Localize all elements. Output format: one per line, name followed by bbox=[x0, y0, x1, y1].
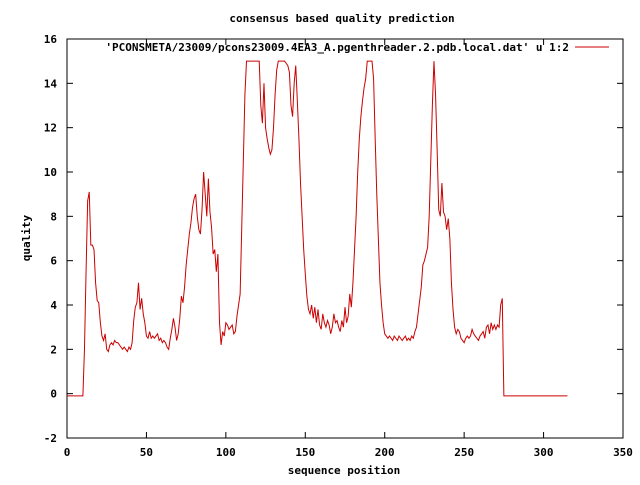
y-tick-label: -2 bbox=[44, 432, 57, 445]
x-tick-label: 150 bbox=[295, 446, 315, 459]
y-tick-label: 10 bbox=[44, 166, 57, 179]
x-tick-label: 350 bbox=[613, 446, 633, 459]
y-tick-label: 16 bbox=[44, 33, 58, 46]
y-tick-label: 8 bbox=[50, 210, 57, 223]
axis-ticks: 0 50 100 150 200 250 300 350 -2 0 2 4 6 8 10 12 14 16 bbox=[44, 33, 633, 459]
plot-frame bbox=[66, 38, 624, 439]
series-line-0 bbox=[67, 60, 568, 397]
y-tick-label: 4 bbox=[50, 299, 57, 312]
y-tick-label: 0 bbox=[50, 388, 57, 401]
x-tick-label: 250 bbox=[454, 446, 474, 459]
series-layer bbox=[67, 60, 568, 397]
x-tick-label: 100 bbox=[216, 446, 236, 459]
y-tick-label: 14 bbox=[44, 77, 58, 90]
y-axis-label: quality bbox=[20, 214, 33, 261]
y-tick-label: 2 bbox=[50, 343, 57, 356]
x-tick-label: 300 bbox=[534, 446, 554, 459]
y-tick-label: 12 bbox=[44, 122, 57, 135]
y-tick-label: 6 bbox=[50, 255, 57, 268]
legend-label: 'PCONSMETA/23009/pcons23009.4EA3_A.pgent… bbox=[105, 41, 569, 54]
chart-title: consensus based quality prediction bbox=[229, 12, 454, 25]
legend: 'PCONSMETA/23009/pcons23009.4EA3_A.pgent… bbox=[105, 41, 609, 54]
x-tick-label: 200 bbox=[375, 446, 395, 459]
x-tick-label: 50 bbox=[140, 446, 153, 459]
plot-area: 0 50 100 150 200 250 300 350 -2 0 2 4 6 8 10 12 14 16 bbox=[44, 33, 633, 459]
x-tick-label: 0 bbox=[64, 446, 71, 459]
x-axis-label: sequence position bbox=[288, 464, 401, 477]
